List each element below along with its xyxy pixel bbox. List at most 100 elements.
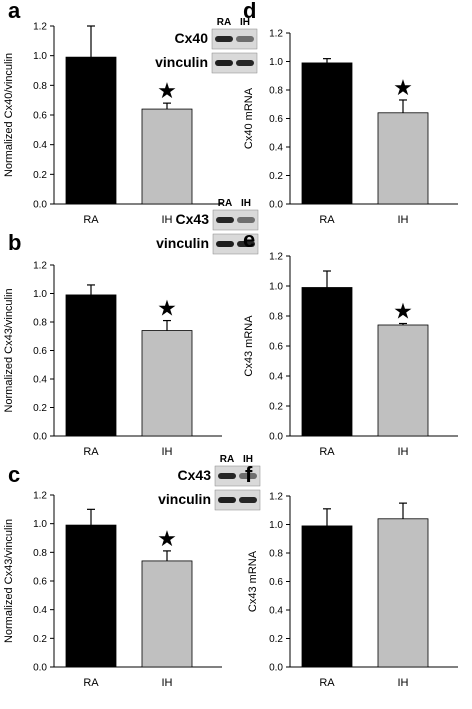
bar-ra: [301, 287, 353, 437]
blot-band: [216, 241, 234, 247]
blot-lane-label: RA: [220, 454, 234, 465]
y-tick-label: 0.2: [269, 171, 283, 182]
category-label: IH: [162, 677, 173, 689]
category-label: RA: [319, 446, 335, 458]
y-tick-label: 1.0: [269, 57, 283, 68]
category-label: IH: [398, 446, 409, 458]
blot-band: [237, 217, 255, 223]
y-tick-label: 0.8: [33, 81, 47, 92]
bar-ih: [377, 112, 429, 205]
blot-band: [237, 241, 255, 247]
blot-lane-label: IH: [243, 454, 253, 465]
blot-strip: [214, 489, 261, 511]
y-tick-label: 1.0: [33, 519, 47, 530]
blot-row-label: vinculin: [158, 491, 211, 507]
y-tick-label: 1.2: [33, 491, 47, 502]
y-tick-label: 1.0: [33, 51, 47, 62]
blot-band: [218, 497, 236, 503]
significance-star: ★: [393, 300, 413, 325]
significance-star: ★: [393, 76, 413, 101]
bar-ra: [301, 62, 353, 205]
significance-star: ★: [157, 527, 177, 552]
y-tick-label: 0.6: [269, 577, 283, 588]
y-tick-label: 0.2: [269, 402, 283, 413]
western-blot: RA IH Cx43 vinculin: [158, 454, 261, 511]
y-tick-label: 0.4: [33, 605, 47, 616]
category-label: RA: [319, 214, 335, 226]
y-tick-label: 1.2: [269, 492, 283, 503]
blot-strip: [211, 52, 258, 74]
y-tick-label: 0.8: [33, 318, 47, 329]
y-tick-label: 0.6: [33, 577, 47, 588]
blot-strip: [212, 233, 259, 255]
y-tick-label: 0.8: [269, 549, 283, 560]
panel-c: c 0.0 0.2 0.4 0.6 0.8 1.0 1.2 Normalized Cx43/vi…: [3, 454, 261, 689]
blot-band: [239, 497, 257, 503]
blot-band: [239, 473, 257, 479]
panel-letter: c: [8, 462, 20, 487]
y-tick-label: 0.2: [269, 634, 283, 645]
y-tick-label: 1.2: [269, 29, 283, 40]
western-blot: RA IH Cx40 vinculin: [155, 17, 258, 74]
category-label: IH: [162, 446, 173, 458]
blot-band: [215, 36, 233, 42]
y-axis-label: Normalized Cx43/vinculin: [3, 519, 15, 643]
y-tick-label: 0.4: [269, 143, 283, 154]
panel-e: e 0.0 0.2 0.4 0.6 0.8 1.0 1.2 Cx43 mRNA RA IH ★: [243, 227, 458, 458]
blot-strip: [214, 465, 261, 487]
blot-lane-label: IH: [240, 17, 250, 28]
bar-ih: [377, 518, 429, 668]
y-tick-label: 0.2: [33, 403, 47, 414]
bar-ih: [141, 108, 193, 205]
y-tick-label: 1.0: [33, 289, 47, 300]
bar-ra: [65, 294, 117, 437]
y-axis-label: Cx40 mRNA: [243, 87, 255, 149]
blot-strip: [212, 209, 259, 231]
category-label: RA: [83, 677, 99, 689]
bar-ra: [301, 525, 353, 668]
category-label: RA: [83, 446, 99, 458]
panel-b: b 0.0 0.2 0.4 0.6 0.8 1.0 1.2 Normalized Cx43/vi…: [3, 198, 259, 458]
y-tick-label: 0.8: [33, 548, 47, 559]
y-tick-label: 1.2: [269, 252, 283, 263]
y-tick-label: 0.6: [269, 342, 283, 353]
blot-band: [236, 60, 254, 66]
category-label: RA: [319, 677, 335, 689]
y-tick-label: 0.0: [33, 432, 47, 443]
panel-letter: e: [243, 227, 255, 252]
y-tick-label: 0.8: [269, 86, 283, 97]
bar-ih: [141, 560, 193, 668]
y-tick-label: 1.2: [33, 261, 47, 272]
y-axis-label: Normalized Cx43/vinculin: [3, 288, 15, 412]
blot-band: [218, 473, 236, 479]
y-tick-label: 0.0: [33, 200, 47, 211]
panel-letter: a: [8, 0, 21, 23]
y-tick-label: 1.0: [269, 282, 283, 293]
y-tick-label: 0.0: [269, 432, 283, 443]
y-tick-label: 0.2: [33, 634, 47, 645]
y-tick-label: 1.2: [33, 22, 47, 33]
category-label: IH: [398, 677, 409, 689]
bar-ra: [65, 56, 117, 205]
y-tick-label: 0.4: [33, 375, 47, 386]
y-axis-label: Cx43 mRNA: [247, 550, 259, 612]
bar-ra: [65, 524, 117, 668]
panel-letter: b: [8, 230, 21, 255]
y-tick-label: 0.4: [269, 372, 283, 383]
blot-lane-label: RA: [217, 17, 231, 28]
y-axis-label: Normalized Cx40/vinculin: [3, 53, 15, 177]
y-tick-label: 0.6: [33, 111, 47, 122]
category-label: IH: [398, 214, 409, 226]
y-axis-label: Cx43 mRNA: [243, 315, 255, 377]
blot-row-label: Cx43: [178, 467, 212, 483]
blot-row-label: Cx40: [175, 30, 209, 46]
panel-letter: d: [243, 0, 256, 23]
y-tick-label: 0.4: [269, 606, 283, 617]
category-label: RA: [83, 214, 99, 226]
category-label: IH: [162, 214, 173, 226]
blot-band: [215, 60, 233, 66]
blot-strip: [211, 28, 258, 50]
panel-f: f 0.0 0.2 0.4 0.6 0.8 1.0 1.2 Cx43 mRNA RA IH: [245, 462, 458, 689]
